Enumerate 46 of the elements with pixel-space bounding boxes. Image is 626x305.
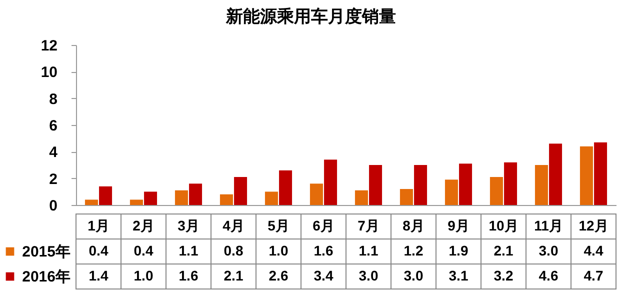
data-label: 4.6 [538,268,558,284]
x-tick-label: 5月 [268,218,290,234]
x-tick-label: 7月 [358,218,380,234]
y-tick-label: 12 [40,38,58,54]
data-label: 1.0 [134,268,154,284]
data-label: 4.4 [584,242,604,258]
data-label: 4.7 [584,268,604,284]
data-label: 0.4 [134,242,154,258]
y-tick-label: 8 [49,90,58,108]
data-label: 3.0 [538,242,558,258]
data-label: 1.4 [88,268,108,284]
x-tick-label: 9月 [448,218,470,234]
chart-title: 新能源乘用车月度销量 [225,7,396,26]
x-tick-label: 6月 [312,218,334,234]
y-tick-label: 0 [49,198,58,214]
legend-label: 2015年 [22,244,70,260]
x-tick-label: 8月 [402,218,424,234]
data-label: 1.1 [358,242,378,258]
data-label: 0.8 [224,242,244,258]
y-tick-label: 2 [49,170,58,188]
x-tick-label: 2月 [132,218,154,234]
y-tick-label: 10 [40,64,58,82]
data-label: 1.0 [268,242,288,258]
data-label: 3.2 [494,268,514,284]
x-tick-label: 11月 [534,218,563,234]
legend-label: 2016年 [22,268,70,286]
data-label: 2.1 [494,242,514,258]
data-label: 1.6 [178,268,198,284]
data-label: 3.0 [404,268,424,284]
x-tick-label: 4月 [222,218,244,234]
data-label: 2.1 [224,268,244,284]
data-label: 3.4 [314,268,334,284]
data-label: 1.6 [314,242,334,258]
data-label: 1.2 [404,242,424,258]
data-label: 1.9 [448,242,468,258]
data-label: 3.1 [448,268,468,284]
y-tick-label: 4 [49,144,58,162]
data-label: 2.6 [268,268,288,284]
x-tick-label: 12月 [578,218,608,234]
x-tick-label: 3月 [178,218,200,234]
data-label: 3.0 [358,268,378,284]
data-label: 1.1 [178,242,198,258]
x-tick-label: 1月 [88,218,110,234]
data-label: 0.4 [88,242,108,258]
x-tick-label: 10月 [488,218,518,234]
y-tick-label: 6 [49,118,58,134]
